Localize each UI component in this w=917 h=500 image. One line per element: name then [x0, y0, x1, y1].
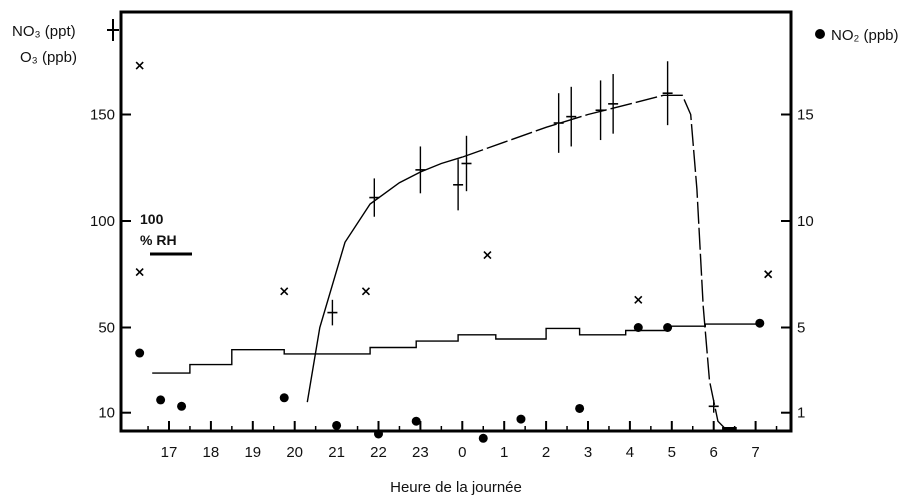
x-axis-title: Heure de la journée	[390, 479, 522, 496]
right-tick-label: 10	[797, 213, 814, 230]
rh-scale-unit: % RH	[140, 232, 177, 248]
x-tick-label: 20	[286, 444, 303, 461]
right-tick-label: 5	[797, 320, 805, 337]
left-tick-label: 10	[98, 405, 115, 422]
o3-point	[764, 270, 773, 279]
left-axis-label-o3: O₃ (ppb)	[20, 49, 77, 66]
no2-point	[575, 403, 585, 413]
left-tick-label: 50	[98, 320, 115, 337]
no3-curve	[306, 94, 737, 431]
x-tick-label: 22	[370, 444, 387, 461]
plot-frame	[119, 10, 793, 433]
no2-point	[633, 323, 643, 332]
no3-curve-dashed	[462, 94, 727, 431]
o3-point	[634, 295, 643, 304]
no2-point	[411, 416, 421, 426]
x-tick-label: 4	[626, 444, 634, 461]
no2-point	[332, 420, 342, 430]
o3-point-stroke	[135, 61, 144, 70]
rh-steps	[152, 323, 764, 374]
no3-curve-solid	[306, 156, 463, 403]
o3-point-stroke	[483, 251, 492, 260]
right-axis-label-no2: NO₂ (ppb)	[831, 27, 899, 44]
x-tick-label: 2	[542, 444, 550, 461]
x-tick-label: 0	[458, 444, 466, 461]
o3-point	[361, 287, 370, 296]
o3-point	[135, 61, 144, 70]
x-tick-label: 18	[203, 444, 220, 461]
o3-point-stroke	[135, 268, 144, 277]
x-tick-label: 19	[244, 444, 261, 461]
x-tick-label: 5	[668, 444, 676, 461]
o3-point	[483, 251, 492, 260]
no2-point	[279, 393, 289, 403]
o3-point-stroke	[634, 295, 643, 304]
o3-point-stroke	[280, 287, 289, 296]
right-tick-label: 15	[797, 107, 814, 124]
rh-scale-value: 100	[140, 211, 164, 227]
left-tick-label: 150	[90, 107, 115, 124]
x-tick-label: 7	[751, 444, 759, 461]
no2-point	[478, 433, 488, 443]
x-tick-label: 23	[412, 444, 429, 461]
right-axis-title: NO₂ (ppb)	[815, 27, 899, 44]
no2-point	[135, 348, 145, 358]
left-tick-label: 100	[90, 213, 115, 230]
o3-point	[280, 287, 289, 296]
no2-point	[755, 318, 765, 328]
no2-point	[177, 401, 187, 411]
x-tick-label: 1	[500, 444, 508, 461]
data-points	[135, 61, 773, 443]
o3-point-stroke	[361, 287, 370, 296]
right-tick-label: 1	[797, 405, 805, 422]
no2-point	[374, 429, 383, 439]
dot-marker-icon	[815, 29, 825, 39]
x-tick-label: 6	[710, 444, 718, 461]
left-axis-label-no3: NO₃ (ppt)	[12, 23, 76, 40]
left-axis-title: NO₃ (ppt) O₃ (ppb)	[12, 19, 119, 66]
x-tick-label: 3	[584, 444, 592, 461]
rh-scale-bar: 100 % RH	[140, 211, 192, 256]
no2-point	[516, 414, 526, 424]
o3-point-stroke	[764, 270, 773, 279]
no2-point	[156, 395, 166, 405]
x-tick-label: 21	[328, 444, 345, 461]
no2-point	[663, 323, 673, 332]
rh-step-line	[152, 323, 764, 374]
o3-point	[135, 268, 144, 277]
plus-marker-icon	[107, 19, 119, 41]
x-tick-label: 17	[161, 444, 178, 461]
